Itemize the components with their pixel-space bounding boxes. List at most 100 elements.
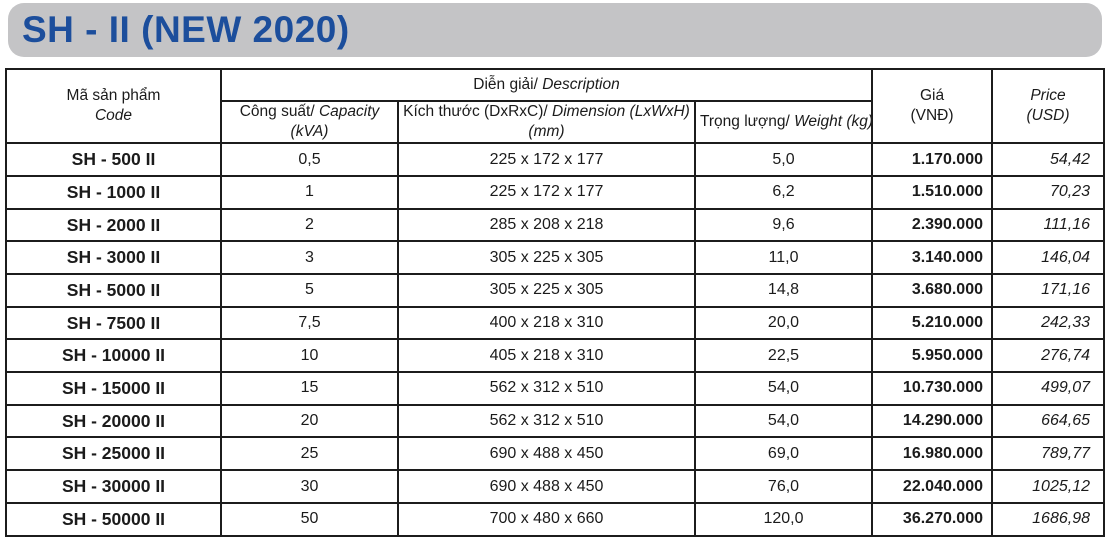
header-dimension-en: Dimension (LxWxH) — [552, 103, 690, 120]
capacity-cell: 3 — [220, 240, 399, 276]
table-body: SH - 500 II 0,5 225 x 172 x 177 5,0 1.170.00… — [5, 142, 1105, 537]
header-code: Mã sản phẩm Code — [5, 67, 222, 145]
capacity-cell: 10 — [220, 338, 399, 374]
price-usd-cell: 54,42 — [991, 142, 1105, 177]
capacity-cell: 7,5 — [220, 305, 399, 341]
weight-cell: 20,0 — [694, 305, 873, 341]
table-row: SH - 2000 II 2 285 x 208 x 218 9,6 2.390.000… — [5, 207, 1105, 243]
header-capacity: Công suất/ Capacity (kVA) — [220, 99, 399, 145]
header-capacity-unit: (kVA) — [290, 123, 329, 141]
header-price-vnd-unit: (VNĐ) — [910, 107, 954, 125]
header-code-en: Code — [94, 107, 133, 125]
price-vnd-cell: 22.040.000 — [871, 469, 993, 504]
header-weight: Trọng lượng/ Weight (kg) — [694, 99, 873, 145]
header-dimension-vn: Kích thước (DxRxC)/ — [403, 103, 548, 120]
price-vnd-cell: 10.730.000 — [871, 371, 993, 406]
header-price-usd: Price (USD) — [991, 67, 1105, 145]
capacity-cell: 20 — [220, 403, 399, 439]
weight-cell: 6,2 — [694, 174, 873, 210]
capacity-cell: 25 — [220, 436, 399, 472]
capacity-cell: 2 — [220, 207, 399, 243]
dimension-cell: 562 x 312 x 510 — [397, 371, 696, 406]
price-vnd-cell: 5.950.000 — [871, 338, 993, 374]
table-row: SH - 10000 II 10 405 x 218 x 310 22,5 5.950.… — [5, 338, 1105, 374]
product-code-cell: SH - 7500 II — [5, 305, 222, 341]
header-price-vnd-label: Giá — [919, 87, 945, 104]
weight-cell: 54,0 — [694, 371, 873, 406]
capacity-cell: 50 — [220, 501, 399, 537]
weight-cell: 76,0 — [694, 469, 873, 504]
dimension-cell: 285 x 208 x 218 — [397, 207, 696, 243]
dimension-cell: 400 x 218 x 310 — [397, 305, 696, 341]
price-usd-cell: 171,16 — [991, 273, 1105, 308]
price-usd-cell: 242,33 — [991, 305, 1105, 341]
page-title: SH - II (NEW 2020) — [22, 9, 350, 50]
header-dimension: Kích thước (DxRxC)/ Dimension (LxWxH) (m… — [397, 99, 696, 145]
table-row: SH - 15000 II 15 562 x 312 x 510 54,0 10.730… — [5, 371, 1105, 406]
header-price-vnd: Giá (VNĐ) — [871, 67, 993, 145]
price-table: Mã sản phẩm Code Diễn giải/ Description … — [5, 67, 1105, 537]
price-vnd-cell: 1.170.000 — [871, 142, 993, 177]
header-description-en: Description — [542, 75, 620, 93]
dimension-cell: 225 x 172 x 177 — [397, 174, 696, 210]
price-vnd-cell: 36.270.000 — [871, 501, 993, 537]
header-description-vn: Diễn giải/ — [473, 75, 538, 93]
price-vnd-cell: 3.680.000 — [871, 273, 993, 308]
product-code-cell: SH - 1000 II — [5, 174, 222, 210]
price-vnd-cell: 1.510.000 — [871, 174, 993, 210]
dimension-cell: 562 x 312 x 510 — [397, 403, 696, 439]
dimension-cell: 305 x 225 x 305 — [397, 240, 696, 276]
table-row: SH - 30000 II 30 690 x 488 x 450 76,0 22.040… — [5, 469, 1105, 504]
table-header: Mã sản phẩm Code Diễn giải/ Description … — [5, 67, 1105, 145]
product-code-cell: SH - 3000 II — [5, 240, 222, 276]
price-usd-cell: 499,07 — [991, 371, 1105, 406]
product-code-cell: SH - 10000 II — [5, 338, 222, 374]
table-row: SH - 20000 II 20 562 x 312 x 510 54,0 14.290… — [5, 403, 1105, 439]
price-usd-cell: 789,77 — [991, 436, 1105, 472]
weight-cell: 120,0 — [694, 501, 873, 537]
weight-cell: 22,5 — [694, 338, 873, 374]
header-price-usd-unit: (USD) — [1026, 107, 1070, 125]
price-usd-cell: 146,04 — [991, 240, 1105, 276]
weight-cell: 9,6 — [694, 207, 873, 243]
dimension-cell: 305 x 225 x 305 — [397, 273, 696, 308]
capacity-cell: 30 — [220, 469, 399, 504]
table-row: SH - 3000 II 3 305 x 225 x 305 11,0 3.140.00… — [5, 240, 1105, 276]
table-row: SH - 7500 II 7,5 400 x 218 x 310 20,0 5.210.… — [5, 305, 1105, 341]
header-capacity-en: Capacity — [318, 103, 380, 120]
dimension-cell: 405 x 218 x 310 — [397, 338, 696, 374]
product-code-cell: SH - 50000 II — [5, 501, 222, 537]
dimension-cell: 225 x 172 x 177 — [397, 142, 696, 177]
header-code-vn: Mã sản phẩm — [66, 87, 161, 104]
capacity-cell: 0,5 — [220, 142, 399, 177]
dimension-cell: 690 x 488 x 450 — [397, 469, 696, 504]
dimension-cell: 690 x 488 x 450 — [397, 436, 696, 472]
dimension-cell: 700 x 480 x 660 — [397, 501, 696, 537]
weight-cell: 14,8 — [694, 273, 873, 308]
capacity-cell: 1 — [220, 174, 399, 210]
table-row: SH - 1000 II 1 225 x 172 x 177 6,2 1.510.000… — [5, 174, 1105, 210]
table-row: SH - 500 II 0,5 225 x 172 x 177 5,0 1.170.00… — [5, 142, 1105, 177]
price-vnd-cell: 3.140.000 — [871, 240, 993, 276]
price-usd-cell: 70,23 — [991, 174, 1105, 210]
header-weight-en: Weight (kg) — [794, 113, 872, 131]
weight-cell: 54,0 — [694, 403, 873, 439]
product-code-cell: SH - 25000 II — [5, 436, 222, 472]
price-usd-cell: 664,65 — [991, 403, 1105, 439]
product-code-cell: SH - 30000 II — [5, 469, 222, 504]
capacity-cell: 15 — [220, 371, 399, 406]
price-vnd-cell: 14.290.000 — [871, 403, 993, 439]
weight-cell: 5,0 — [694, 142, 873, 177]
product-code-cell: SH - 20000 II — [5, 403, 222, 439]
weight-cell: 69,0 — [694, 436, 873, 472]
price-usd-cell: 1686,98 — [991, 501, 1105, 537]
product-code-cell: SH - 500 II — [5, 142, 222, 177]
header-dimension-unit: (mm) — [528, 123, 565, 141]
capacity-cell: 5 — [220, 273, 399, 308]
product-code-cell: SH - 2000 II — [5, 207, 222, 243]
price-vnd-cell: 5.210.000 — [871, 305, 993, 341]
price-vnd-cell: 16.980.000 — [871, 436, 993, 472]
header-weight-vn: Trọng lượng/ — [700, 113, 790, 131]
title-band: SH - II (NEW 2020) — [8, 3, 1102, 57]
